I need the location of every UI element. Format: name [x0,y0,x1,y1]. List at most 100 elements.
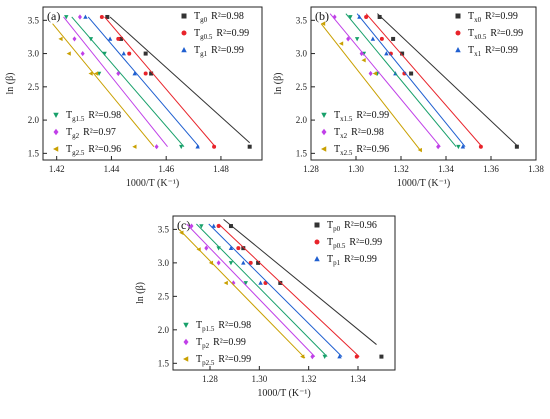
fit-line [87,16,200,148]
data-point [256,260,261,265]
data-point [132,71,137,76]
y-tick-label: 2.0 [296,115,308,125]
data-point [400,51,405,56]
legend-marker [321,128,327,136]
fit-line [63,16,168,148]
data-point [228,245,234,250]
data-point [364,14,369,19]
data-point [107,36,113,41]
legend-label: Tp1.5 R²=0.98 [196,320,251,333]
x-tick-label: 1.42 [49,164,65,174]
x-tick-label: 1.44 [104,164,120,174]
fit-line [377,13,518,146]
data-point [357,14,362,19]
data-point [119,36,124,41]
y-tick-label: 2.5 [28,82,40,92]
y-axis-label: ln (β) [5,72,16,94]
data-point [391,36,396,41]
x-tick-label: 1.32 [393,164,409,174]
legend-label: Tp2.5 R²=0.99 [196,354,251,367]
legend-marker [53,112,59,118]
chart-panel: 1.28 1.30 1.32 1.34 1.5 2.0 2.5 3.0 3.5 1000/T (K… [135,215,396,399]
chart-panel: 1.42 1.44 1.46 1.48 1.5 2.0 2.5 3.0 3.5 1000/T (K… [5,6,263,189]
y-axis-label: ln (β) [135,282,146,304]
data-point [72,36,77,42]
y-tick-label: 2.5 [158,291,170,301]
data-point [379,354,384,359]
legend-marker [53,146,59,152]
data-point [372,71,377,76]
y-tick-label: 3.5 [296,15,308,25]
data-point [196,247,201,252]
data-point [143,71,148,76]
x-tick-label: 1.28 [303,164,319,174]
data-point [346,36,351,42]
y-tick-label: 1.5 [158,358,170,368]
data-point [258,280,263,285]
data-point [99,14,104,19]
data-point [478,144,483,149]
y-tick-label: 2.5 [296,82,308,92]
data-point [208,260,214,266]
x-axis-label: 1000/T (K⁻¹) [397,178,450,189]
legend-marker [181,30,187,36]
data-point [223,280,228,286]
data-point [460,144,466,149]
data-point [58,36,63,42]
data-point [127,51,132,56]
legend-marker [53,128,59,136]
panel-label: (c) [177,218,190,232]
legend-label: Tg1 R²=0.99 [194,45,244,58]
chart-panel: 1.28 1.30 1.32 1.34 1.36 1.38 1.5 2.0 2.5 3.0 3.5 1… [273,6,544,189]
data-point [322,354,327,360]
legend-label: Tx2 R²=0.98 [334,127,384,140]
data-point [359,50,364,57]
fit-line [320,23,421,151]
data-point [179,144,184,150]
x-tick-label: 1.48 [213,164,229,174]
data-point [514,144,519,149]
data-point [216,260,221,266]
plot-frame [310,6,537,161]
data-point [88,71,93,76]
x-tick-label: 1.34 [350,374,366,384]
data-point [338,41,344,46]
data-point [409,71,414,76]
x-tick-label: 1.46 [158,164,174,174]
panel-label: (a) [47,9,60,23]
data-point [204,245,209,251]
plot-frame [172,215,396,371]
legend-marker [183,322,189,328]
data-point [370,36,376,41]
legend-label: Tx0.5 R²=0.99 [468,28,523,41]
y-axis-label: ln (β) [273,72,284,94]
fit-line [196,223,328,357]
panel-label: (b) [315,9,329,23]
y-tick-label: 1.5 [296,148,308,158]
data-point [337,354,342,359]
legend-marker [181,13,187,19]
data-point [247,144,252,149]
legend-label: Tg0 R²=0.98 [194,11,244,24]
data-point [332,14,337,20]
data-point [241,246,246,251]
data-point [228,224,233,229]
data-point [216,224,221,229]
legend-label: Tp0.5 R²=0.99 [327,237,382,250]
legend-marker [321,112,327,118]
legend-marker [183,338,189,346]
data-point [248,260,253,265]
data-point [354,354,359,359]
data-point [228,261,234,266]
y-tick-label: 3.0 [158,258,170,268]
y-tick-label: 3.5 [28,15,40,25]
data-point [212,144,217,149]
x-tick-label: 1.38 [528,164,544,174]
fit-line [52,23,155,148]
y-tick-label: 3.5 [158,224,170,234]
x-tick-label: 1.36 [483,164,499,174]
data-point [236,246,241,251]
legend-marker [455,47,461,53]
data-point [189,223,194,229]
